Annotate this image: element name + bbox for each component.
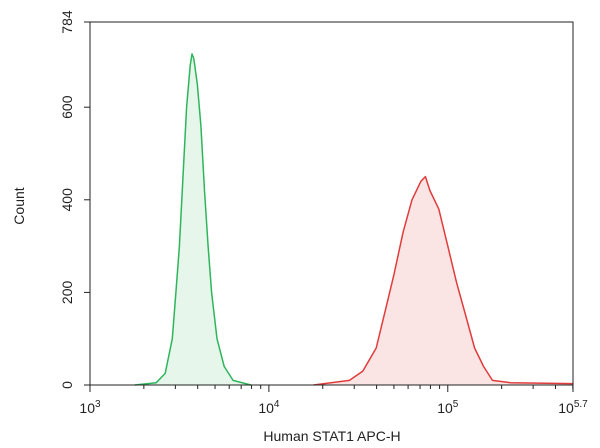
x-tick-label: 103 bbox=[79, 399, 101, 416]
y-axis-title: Count bbox=[11, 187, 27, 224]
x-axis: 103 104 105 105.7 bbox=[79, 385, 588, 416]
y-tick-label: 200 bbox=[59, 281, 75, 305]
series-line-0 bbox=[134, 53, 252, 386]
x-tick-label: 105.7 bbox=[558, 399, 588, 416]
y-axis: 0 200 400 600 784 bbox=[59, 10, 90, 389]
y-tick-label: 0 bbox=[59, 381, 75, 389]
x-tick-label: 105 bbox=[437, 399, 459, 416]
plot-frame bbox=[89, 21, 574, 386]
x-tick-label: 104 bbox=[258, 399, 280, 416]
y-tick-label: 784 bbox=[59, 10, 75, 34]
series-line-1 bbox=[313, 175, 574, 386]
series-area-1 bbox=[313, 176, 573, 385]
series-area-0 bbox=[134, 53, 251, 386]
series-layer bbox=[134, 53, 574, 386]
x-axis-title: Human STAT1 APC-H bbox=[263, 428, 400, 444]
y-tick-label: 400 bbox=[59, 188, 75, 212]
y-tick-label: 600 bbox=[59, 95, 75, 119]
